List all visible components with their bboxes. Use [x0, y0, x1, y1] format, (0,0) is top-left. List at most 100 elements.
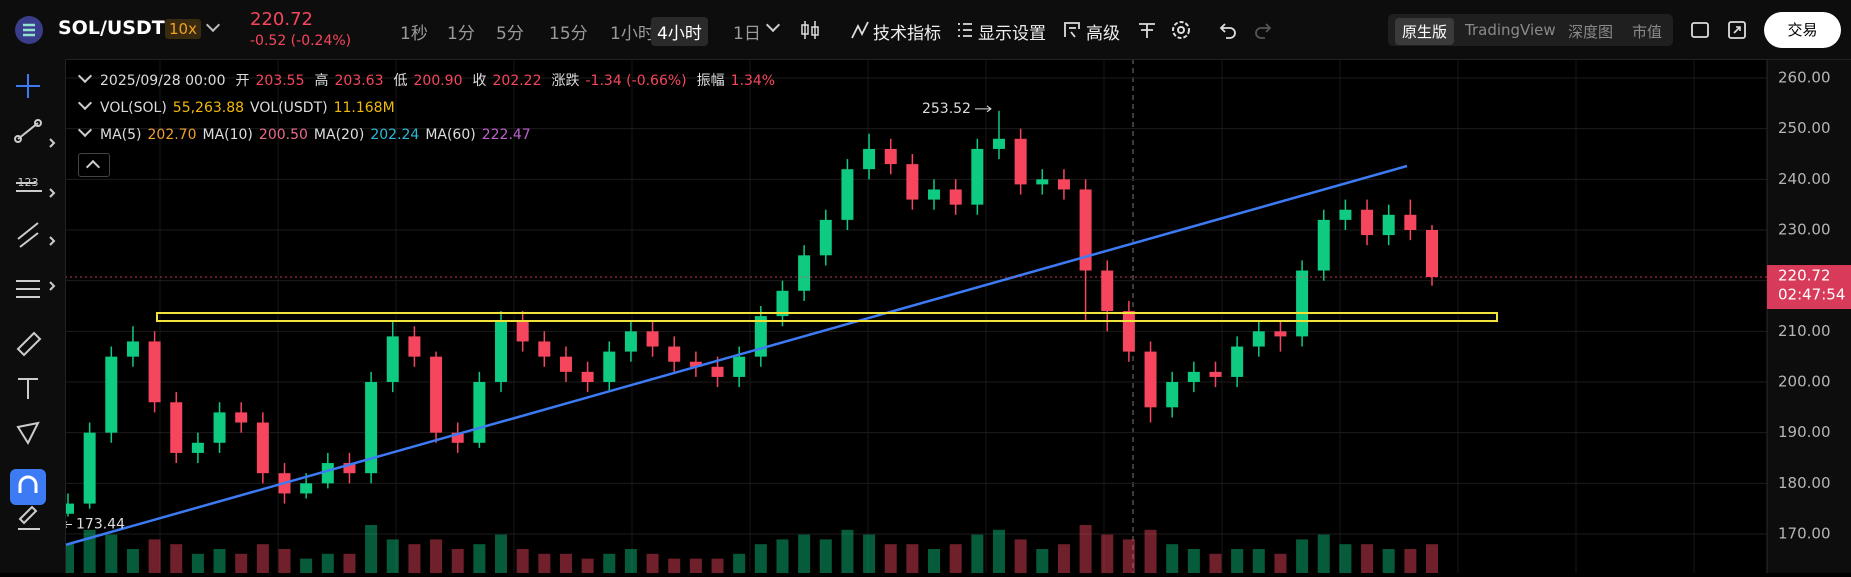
candle-body: [1014, 138, 1027, 185]
volume-bar: [733, 553, 746, 573]
candle-body: [1122, 311, 1135, 352]
candle-body: [906, 164, 919, 200]
volume-bar: [278, 549, 291, 573]
legend-value: 200.50: [258, 127, 308, 143]
legend-label: VOL(USDT): [250, 100, 328, 116]
interval[interactable]: 1日: [733, 24, 761, 44]
toolbar-icons: 123: [10, 74, 56, 530]
volume-bar: [776, 539, 789, 573]
high-arrow: [974, 105, 992, 113]
candle-body: [343, 463, 356, 474]
candle-body: [1209, 371, 1222, 377]
zone-rectangle: [156, 312, 1498, 322]
view-tab[interactable]: 深度图: [1568, 23, 1614, 41]
interval[interactable]: 1分: [447, 24, 475, 44]
volume-bar: [170, 544, 183, 573]
collapse-button[interactable]: [78, 153, 110, 177]
gear-icon[interactable]: [1170, 19, 1192, 41]
volume-bar: [213, 549, 226, 573]
candle-body: [538, 341, 551, 357]
y-tick-label: 190.00: [1778, 423, 1831, 441]
legend-value: -1.34 (-0.66%): [585, 73, 687, 89]
interval[interactable]: 1秒: [400, 24, 428, 44]
volume-bar: [1079, 525, 1092, 573]
advanced-icon[interactable]: [1062, 20, 1082, 40]
tool-button[interactable]: 技术指标: [873, 24, 941, 44]
candle-body: [841, 169, 854, 220]
volume-bar: [819, 539, 832, 573]
legend-row: 2025/09/28 00:00 开 203.55 高 203.63 低 200.90 收 20…: [77, 68, 787, 95]
price-axis: [1767, 59, 1851, 573]
view-tab[interactable]: TradingView: [1465, 21, 1556, 39]
volume-bar: [1361, 544, 1374, 573]
legend-label: MA(60): [425, 127, 476, 143]
fullscreen-icon[interactable]: [1727, 20, 1747, 40]
tool-button[interactable]: 高级: [1086, 24, 1120, 44]
volume-bar: [538, 553, 551, 573]
interval[interactable]: 15分: [549, 24, 588, 44]
interval[interactable]: 4小时: [651, 17, 708, 46]
volume-bar: [495, 534, 508, 573]
low-label: 173.44: [76, 517, 125, 533]
undo-icon[interactable]: [1218, 20, 1238, 40]
legend-value: 203.55: [255, 73, 305, 89]
chart-type-icon[interactable]: [800, 19, 820, 41]
y-tick-label: 180.00: [1778, 474, 1831, 492]
trade-button[interactable]: 交易: [1764, 12, 1841, 48]
view-tab[interactable]: 原生版: [1395, 18, 1455, 45]
interval[interactable]: 1小时: [610, 24, 655, 44]
candle-body: [1166, 381, 1179, 408]
volume-bar: [1122, 539, 1135, 573]
interval-more[interactable]: [765, 17, 781, 33]
volume-bar: [906, 544, 919, 573]
candle-body: [365, 381, 378, 474]
legend-label: MA(20): [313, 127, 365, 143]
redo-icon[interactable]: [1253, 20, 1273, 40]
volume-bar: [949, 544, 962, 573]
price-tag-value: 220.72: [1778, 267, 1831, 285]
legend-label: 涨跌: [551, 73, 580, 89]
volume-bar: [105, 534, 118, 573]
leverage[interactable]: 10x: [165, 19, 201, 39]
volume-bar: [971, 534, 984, 573]
volume-bar: [884, 544, 897, 573]
candle-body: [1144, 351, 1157, 408]
volume-bar: [1317, 534, 1330, 573]
volume-bar: [992, 529, 1005, 573]
candle-body: [1187, 371, 1200, 382]
symbol[interactable]: SOL/USDT: [58, 17, 165, 39]
legend-label: 开: [235, 73, 250, 89]
candle-body: [451, 432, 464, 443]
view-tab[interactable]: 市值: [1632, 23, 1663, 41]
settings-list-icon[interactable]: [956, 20, 974, 40]
chevron[interactable]: [205, 17, 221, 33]
camera-icon[interactable]: [1136, 19, 1158, 41]
layout-icon[interactable]: [1690, 20, 1710, 40]
volume-bar: [1036, 549, 1049, 573]
volume-bar: [1144, 529, 1157, 573]
header: SOL/USDT 10x 220.72 -0.52 (-0.24%) 交易 1秒…: [0, 0, 1851, 60]
candle-body: [473, 381, 486, 443]
volume-bar: [754, 544, 767, 573]
volume-bar: [1057, 544, 1070, 573]
volume-bar: [1209, 553, 1222, 573]
candle-body: [949, 189, 962, 205]
candle-body: [300, 483, 313, 494]
candle-body: [689, 361, 702, 367]
candle-body: [126, 341, 139, 357]
legend-value: 1.34%: [730, 73, 776, 89]
interval[interactable]: 5分: [496, 24, 524, 44]
candle-body: [928, 189, 941, 200]
candle-body: [1252, 331, 1265, 347]
candle-body: [516, 321, 529, 342]
volume-bar: [1014, 539, 1027, 573]
volume-bar: [1274, 553, 1287, 573]
candle-body: [776, 290, 789, 317]
tool-button[interactable]: 显示设置: [978, 24, 1046, 44]
legend-value: 202.22: [492, 73, 542, 89]
logo: [15, 16, 43, 44]
y-tick-label: 250.00: [1778, 119, 1831, 137]
volume-bar: [256, 544, 269, 573]
indicator-icon[interactable]: [850, 20, 870, 40]
